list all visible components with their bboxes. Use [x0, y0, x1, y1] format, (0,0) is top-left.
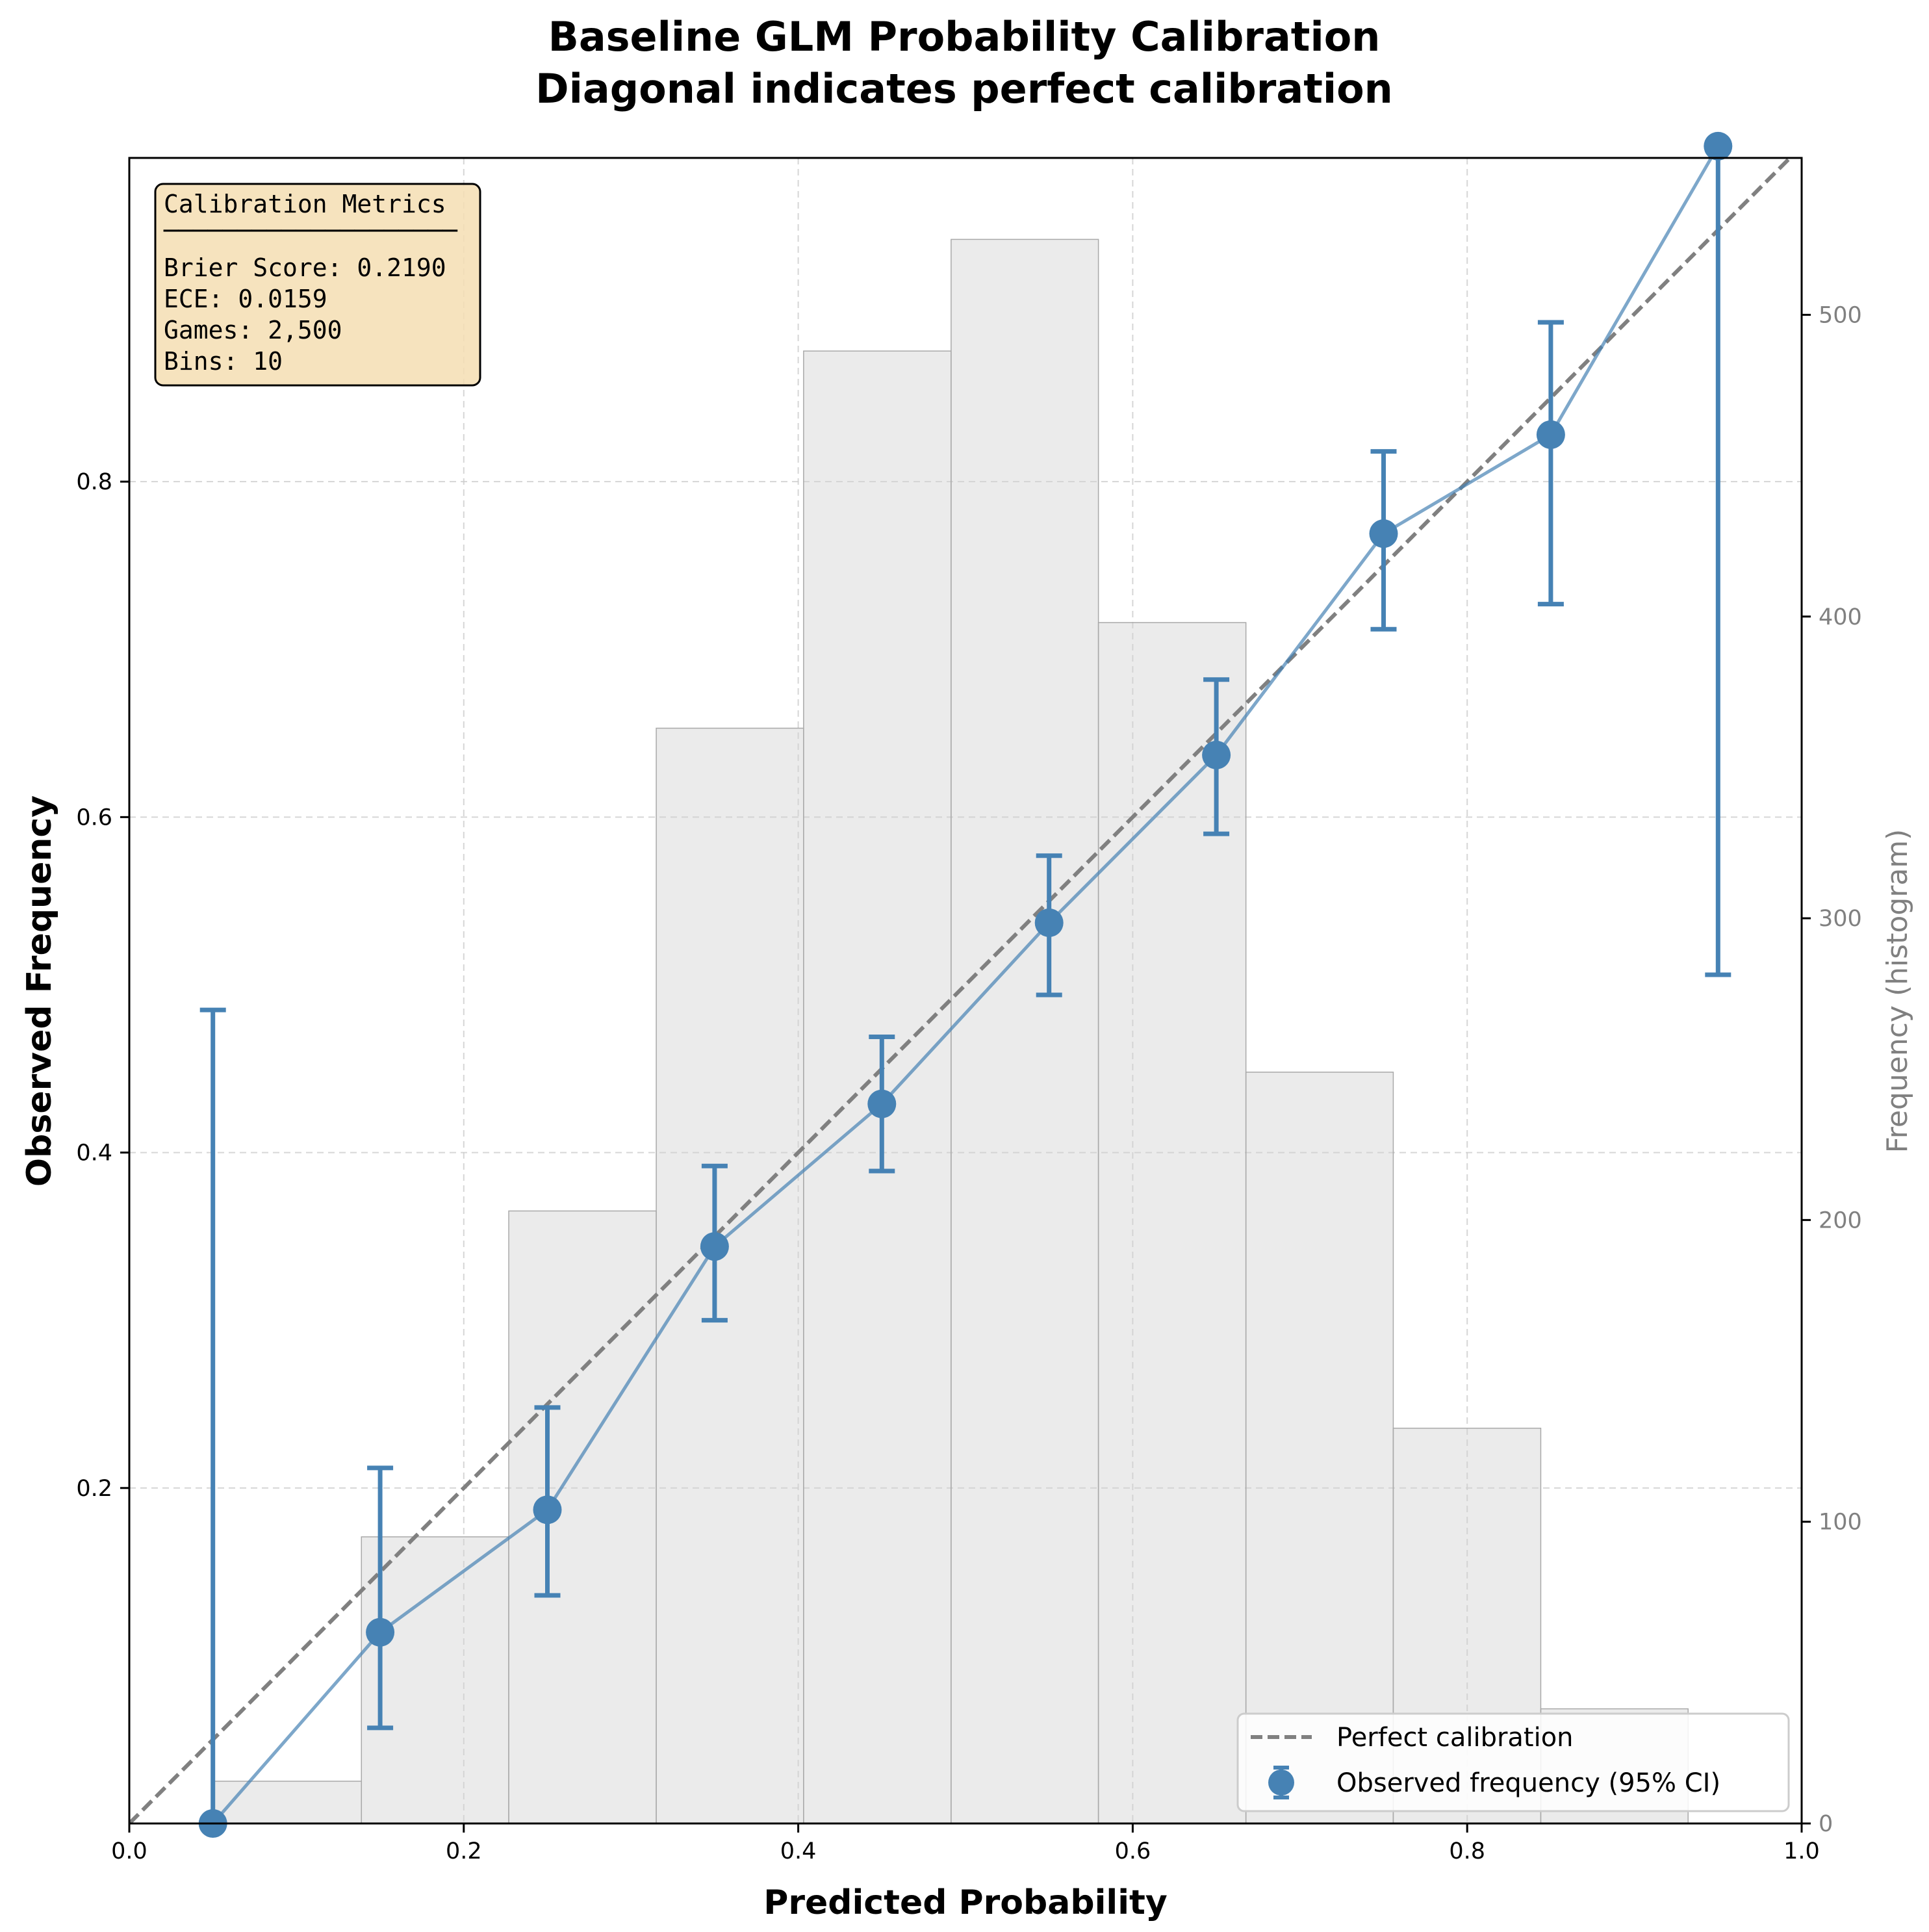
- x-axis-label: Predicted Probability: [763, 1883, 1168, 1922]
- y-right-tick-label-1: 100: [1819, 1510, 1862, 1536]
- histogram-bars: [213, 238, 1689, 1824]
- legend-marker-swatch: [1268, 1770, 1294, 1796]
- y-right-tick-label-4: 400: [1819, 604, 1862, 630]
- metrics-bins: Bins: 10: [164, 347, 283, 376]
- legend-box: [1236, 1712, 1790, 1812]
- errorbar-point-9: [1704, 131, 1733, 977]
- observed-point-3: [700, 1232, 729, 1261]
- legend: Perfect calibration Observed frequency (…: [1236, 1712, 1790, 1812]
- histogram-bar-3: [656, 727, 804, 1824]
- metrics-games: Games: 2,500: [164, 316, 342, 344]
- errorbar-point-4: [867, 1034, 897, 1174]
- errorbar-point-3: [700, 1163, 729, 1323]
- x-tick-label-5: 1.0: [1783, 1838, 1820, 1864]
- legend-label-perfect-calibration: Perfect calibration: [1336, 1723, 1574, 1753]
- y-tick-label-0: 0.2: [76, 1476, 112, 1502]
- observed-point-2: [533, 1495, 562, 1525]
- metrics-box: Calibration Metrics ────────────────────…: [154, 183, 481, 387]
- errorbar-point-7: [1369, 449, 1398, 632]
- histogram-bar-5: [951, 238, 1099, 1824]
- x-tick-label-2: 0.4: [780, 1838, 817, 1864]
- observed-point-6: [1202, 740, 1231, 769]
- y-axis-label: Observed Frequency: [20, 795, 59, 1187]
- y-right-axis-ticks: 0 100 200 300 400 500: [1802, 302, 1862, 1837]
- chart-title-line-2: Diagonal indicates perfect calibration: [535, 65, 1393, 112]
- observed-frequency-series: [198, 131, 1733, 1838]
- chart-title-line-1: Baseline GLM Probability Calibration: [548, 13, 1381, 60]
- observed-point-7: [1369, 519, 1398, 548]
- errorbar-point-2: [533, 1405, 562, 1598]
- plot-area-frame: [128, 157, 1803, 1825]
- errorbar-point-1: [366, 1465, 395, 1731]
- histogram-bar-6: [1097, 622, 1247, 1824]
- histogram-bar-7: [1245, 1072, 1394, 1824]
- errorbar-point-6: [1202, 677, 1231, 836]
- histogram-bar-4: [803, 350, 952, 1824]
- observed-point-4: [867, 1089, 897, 1118]
- y-right-axis-label: Frequency (histogram): [1881, 829, 1914, 1153]
- y-right-tick-label-2: 200: [1819, 1207, 1862, 1233]
- metrics-box-background: [154, 183, 481, 387]
- y-right-tick-label-3: 300: [1819, 906, 1862, 932]
- observed-frequency-line: [211, 145, 1720, 1825]
- histogram-bar-1: [361, 1536, 509, 1824]
- metrics-brier-score: Brier Score: 0.2190: [164, 253, 446, 282]
- y-tick-label-2: 0.6: [76, 805, 112, 831]
- x-tick-label-3: 0.6: [1115, 1838, 1151, 1864]
- y-right-tick-label-5: 500: [1819, 302, 1862, 328]
- observed-point-5: [1034, 908, 1064, 937]
- metrics-divider: ────────────────────: [163, 216, 458, 245]
- observed-point-8: [1536, 420, 1565, 449]
- metrics-heading: Calibration Metrics: [164, 190, 446, 218]
- y-tick-label-3: 0.8: [76, 469, 112, 495]
- histogram-bar-0: [213, 1781, 363, 1824]
- histogram-bar-2: [508, 1210, 657, 1824]
- y-tick-label-1: 0.4: [76, 1140, 112, 1166]
- errorbar-point-5: [1034, 853, 1064, 998]
- y-right-tick-label-0: 0: [1819, 1811, 1833, 1837]
- x-tick-label-0: 0.0: [111, 1838, 147, 1864]
- observed-point-1: [366, 1617, 395, 1647]
- grid-lines: [129, 158, 1802, 1823]
- errorbar-point-8: [1536, 320, 1565, 607]
- metrics-ece: ECE: 0.0159: [164, 285, 327, 313]
- y-axis-ticks: 0.2 0.4 0.6 0.8: [76, 469, 129, 1502]
- legend-label-observed-frequency: Observed frequency (95% CI): [1336, 1768, 1720, 1798]
- x-tick-label-1: 0.2: [446, 1838, 482, 1864]
- observed-point-9: [1704, 131, 1733, 161]
- x-tick-label-4: 0.8: [1449, 1838, 1485, 1864]
- x-axis-ticks: 0.0 0.2 0.4 0.6 0.8 1.0: [111, 1823, 1820, 1864]
